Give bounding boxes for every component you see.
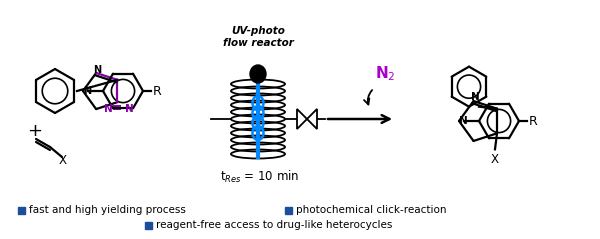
Text: X: X — [59, 153, 67, 167]
Text: X: X — [491, 153, 499, 166]
Text: R: R — [153, 85, 162, 98]
Text: N: N — [83, 86, 91, 96]
Text: UV-photo
flow reactor: UV-photo flow reactor — [223, 26, 293, 48]
Polygon shape — [297, 109, 307, 129]
Ellipse shape — [250, 65, 266, 83]
Text: N: N — [458, 116, 467, 126]
Bar — [18, 207, 25, 214]
Text: t$_{Res}$ = 10 min: t$_{Res}$ = 10 min — [220, 169, 299, 185]
Bar — [285, 207, 292, 214]
Text: N: N — [471, 92, 480, 102]
Text: N: N — [125, 104, 134, 114]
Bar — [145, 222, 152, 229]
Polygon shape — [307, 109, 317, 129]
Text: fast and high yielding process: fast and high yielding process — [29, 205, 186, 215]
Text: reagent-free access to drug-like heterocycles: reagent-free access to drug-like heteroc… — [156, 220, 392, 230]
Text: N: N — [104, 104, 112, 114]
Text: R: R — [529, 114, 538, 127]
Text: N$_2$: N$_2$ — [375, 65, 395, 83]
Text: photochemical click-reaction: photochemical click-reaction — [296, 205, 446, 215]
Text: N: N — [93, 65, 101, 75]
Text: ': ' — [127, 103, 129, 113]
Text: +: + — [28, 122, 43, 140]
